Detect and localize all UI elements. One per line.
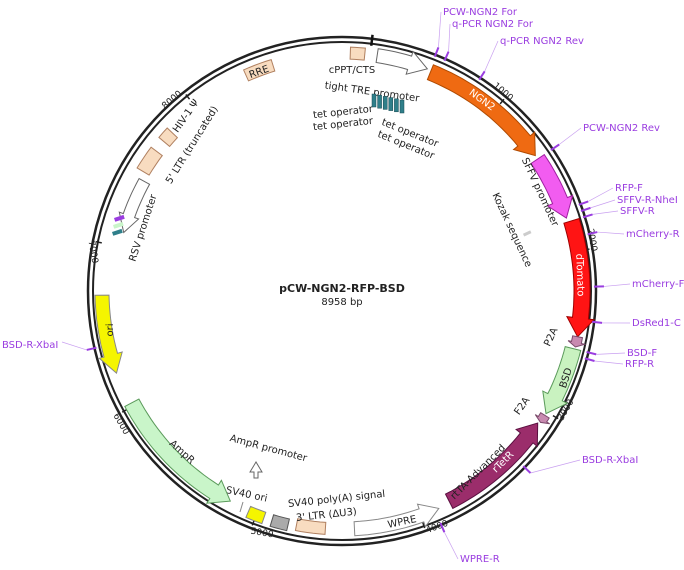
primer-label: PCW-NGN2 For — [443, 7, 518, 18]
primer-mark — [578, 200, 589, 206]
primer-connector — [590, 199, 616, 209]
feature-shape — [94, 294, 123, 374]
primer-connector — [448, 23, 451, 52]
primer-connector — [558, 127, 582, 145]
origin-mark — [370, 34, 374, 46]
primer-label: mCherry-R — [626, 229, 680, 240]
feature-label: F2A — [512, 395, 532, 417]
primer-mark — [580, 206, 591, 212]
feature-shape — [136, 146, 163, 176]
tick-label: 6000 — [111, 412, 131, 437]
primer-mark — [591, 320, 603, 324]
primer-mark — [478, 70, 486, 81]
primer-label: BSD-R-XbaI — [582, 455, 638, 466]
primer-connector — [596, 352, 626, 355]
kozak-mark — [522, 230, 532, 237]
feature-shape — [124, 398, 232, 504]
primer-label: RFP-R — [625, 359, 654, 370]
feature-label: dTomato — [573, 253, 585, 296]
tick-mark — [185, 94, 191, 100]
primer-mark — [586, 350, 597, 356]
small-feature — [111, 228, 123, 236]
tick-mark — [422, 522, 426, 529]
tet-operator-block — [371, 93, 377, 108]
tick-mark — [552, 414, 559, 420]
primer-label: q-PCR NGN2 Rev — [500, 36, 584, 47]
feature-label: 3' LTR (ΔU3) — [295, 507, 357, 524]
backbone-outer — [86, 35, 598, 547]
primer-mark — [584, 357, 595, 362]
primer-mark — [433, 47, 440, 58]
primer-connector — [594, 360, 624, 365]
tet-operator-block — [399, 99, 405, 114]
primer-connector — [588, 187, 614, 202]
tet-operator-block — [377, 94, 382, 109]
primer-mark — [439, 522, 446, 533]
feature-shape — [530, 153, 574, 219]
primer-label: SFFV-R — [620, 206, 655, 217]
primer-label: WPRE-R — [460, 554, 500, 565]
feature-label: cPPT/CTS — [329, 65, 375, 76]
primer-connector — [597, 231, 625, 235]
backbone-inner — [92, 41, 592, 541]
feature-label: SV40 poly(A) signal — [287, 489, 385, 510]
tet-operator-block — [394, 98, 399, 113]
promoter-arrow — [249, 461, 263, 479]
tick-mark — [95, 240, 102, 244]
primer-connector — [438, 11, 442, 48]
primer-mark — [443, 51, 450, 62]
primer-label: BSD-R-XbaI — [2, 340, 58, 351]
feature-label: ori — [105, 323, 116, 336]
plasmid-name: pCW-NGN2-RFP-BSD — [279, 282, 405, 295]
primer-label: mCherry-F — [632, 279, 684, 290]
tick-label: 7000 — [86, 240, 100, 265]
feature-shape — [542, 345, 582, 415]
primer-connector — [530, 459, 581, 474]
primer-mark — [587, 231, 598, 236]
tet-operator-block — [388, 97, 394, 111]
connector — [239, 501, 244, 513]
feature-shape — [118, 177, 151, 234]
tick-mark — [499, 98, 505, 105]
feature-shape — [294, 518, 327, 535]
tick-label: 5000 — [250, 527, 275, 541]
feature-label: P2A — [542, 326, 560, 348]
primer-label: RFP-F — [615, 183, 643, 194]
tet-operator-block — [382, 96, 388, 110]
primer-connector — [592, 210, 619, 215]
primer-label: DsRed1-C — [632, 318, 681, 329]
feature-shape — [242, 58, 276, 82]
feature-label: SV40 ori — [225, 485, 268, 505]
primer-mark — [522, 465, 532, 474]
primer-label: q-PCR NGN2 For — [452, 19, 534, 30]
primer-label: BSD-F — [627, 348, 657, 359]
feature-shape — [444, 422, 539, 510]
primer-mark — [86, 346, 97, 351]
primer-connector — [603, 283, 631, 287]
feature-shape — [563, 217, 596, 338]
primer-mark — [582, 213, 593, 219]
small-feature — [112, 221, 124, 229]
feature-shape — [353, 503, 440, 537]
feature-shape — [534, 412, 550, 425]
primer-connector — [484, 40, 499, 72]
feature-shape — [375, 48, 429, 75]
feature-shape — [567, 335, 587, 348]
primer-label: SFFV-R-NheI — [617, 195, 678, 206]
feature-shape — [245, 505, 267, 525]
plasmid-size: 8958 bp — [321, 297, 362, 308]
feature-shape — [269, 514, 290, 532]
feature-label: Kozak sequence — [490, 191, 534, 269]
primer-connector — [444, 532, 459, 560]
primer-mark — [550, 143, 560, 151]
feature-shape — [158, 127, 179, 148]
feature-label: AmpR promoter — [228, 433, 308, 464]
primer-label: PCW-NGN2 Rev — [583, 123, 660, 134]
primer-connector — [61, 341, 87, 351]
feature-shape — [349, 46, 366, 61]
small-feature — [113, 214, 125, 222]
feature-shape — [426, 64, 536, 157]
